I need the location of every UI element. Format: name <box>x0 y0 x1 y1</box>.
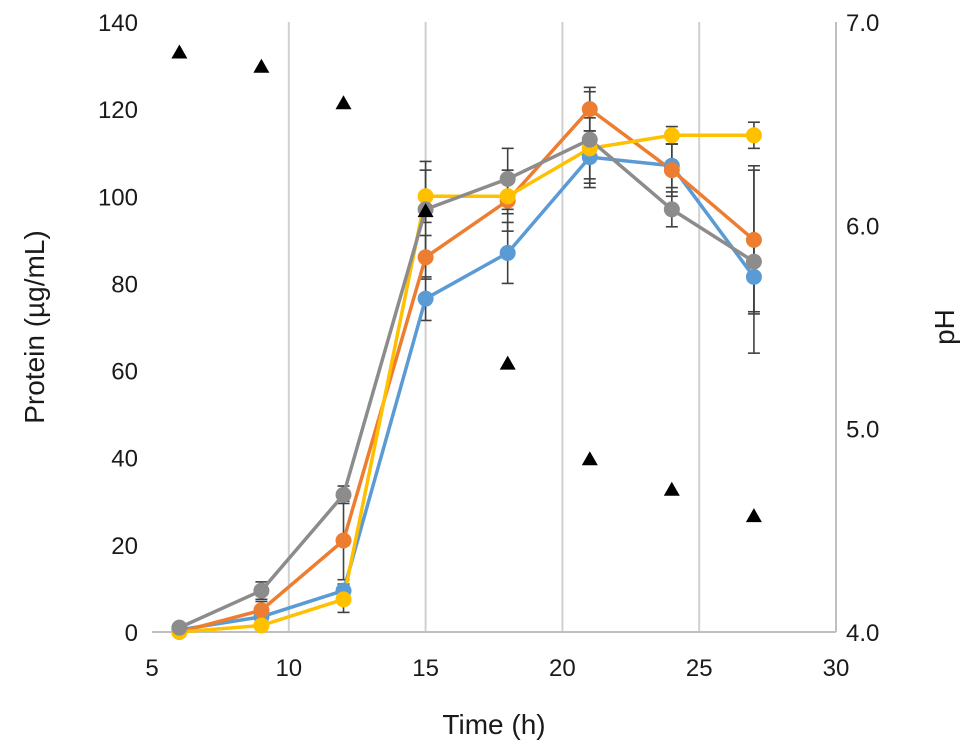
point-gray-6 <box>663 201 680 218</box>
series-line-blue <box>179 155 756 632</box>
y2-tick-label-1: 5.0 <box>846 417 879 444</box>
point-gray-7 <box>745 253 762 270</box>
ph-marker-6 <box>663 481 680 496</box>
point-gray-5 <box>581 131 598 148</box>
point-gray-1 <box>253 582 270 599</box>
y2-tick-label-0: 4.0 <box>846 620 879 647</box>
x-tick-label-5: 5 <box>145 655 158 682</box>
x-tick-label-25: 25 <box>686 655 713 682</box>
y-tick-label-140: 140 <box>98 10 138 37</box>
point-yellow-6 <box>663 127 680 144</box>
point-orange-7 <box>745 231 762 248</box>
series-line-yellow <box>179 133 754 634</box>
y-axis-title: Protein (µg/mL) <box>19 230 50 424</box>
x-tick-label-20: 20 <box>549 655 576 682</box>
ph-marker-4 <box>499 355 516 370</box>
ph-marker-3 <box>417 203 434 218</box>
point-yellow-3 <box>417 188 434 205</box>
point-gray-4 <box>499 170 516 187</box>
point-orange-3 <box>417 249 434 266</box>
point-gray-0 <box>171 619 188 636</box>
point-yellow-2 <box>335 591 352 608</box>
x-tick-label-15: 15 <box>412 655 439 682</box>
x-tick-label-30: 30 <box>823 655 850 682</box>
y2-tick-label-3: 7.0 <box>846 10 879 37</box>
point-orange-6 <box>663 162 680 179</box>
x-tick-label-10: 10 <box>275 655 302 682</box>
ph-marker-2 <box>335 95 352 110</box>
y2-axis-title: pH <box>929 309 960 345</box>
point-orange-1 <box>253 602 270 619</box>
point-yellow-4 <box>499 188 516 205</box>
ph-marker-0 <box>171 44 188 59</box>
x-axis-title: Time (h) <box>442 709 545 740</box>
y-tick-label-60: 60 <box>111 359 138 386</box>
y-tick-label-0: 0 <box>125 620 138 647</box>
point-yellow-1 <box>253 617 270 634</box>
y-tick-label-100: 100 <box>98 184 138 211</box>
point-blue-4 <box>499 244 516 261</box>
point-blue-3 <box>417 290 434 307</box>
point-yellow-7 <box>745 127 762 144</box>
point-orange-2 <box>335 532 352 549</box>
y2-tick-label-2: 6.0 <box>846 213 879 240</box>
y-tick-label-40: 40 <box>111 446 138 473</box>
series-line-orange <box>178 107 756 634</box>
y-tick-label-120: 120 <box>98 97 138 124</box>
ph-marker-1 <box>253 58 270 73</box>
series-line-gray <box>178 137 755 630</box>
ph-marker-5 <box>581 451 598 466</box>
y-tick-label-20: 20 <box>111 533 138 560</box>
y-tick-label-80: 80 <box>111 271 138 298</box>
point-orange-5 <box>581 101 598 118</box>
ph-marker-7 <box>745 508 762 523</box>
point-blue-7 <box>745 268 762 285</box>
point-gray-2 <box>335 486 352 503</box>
